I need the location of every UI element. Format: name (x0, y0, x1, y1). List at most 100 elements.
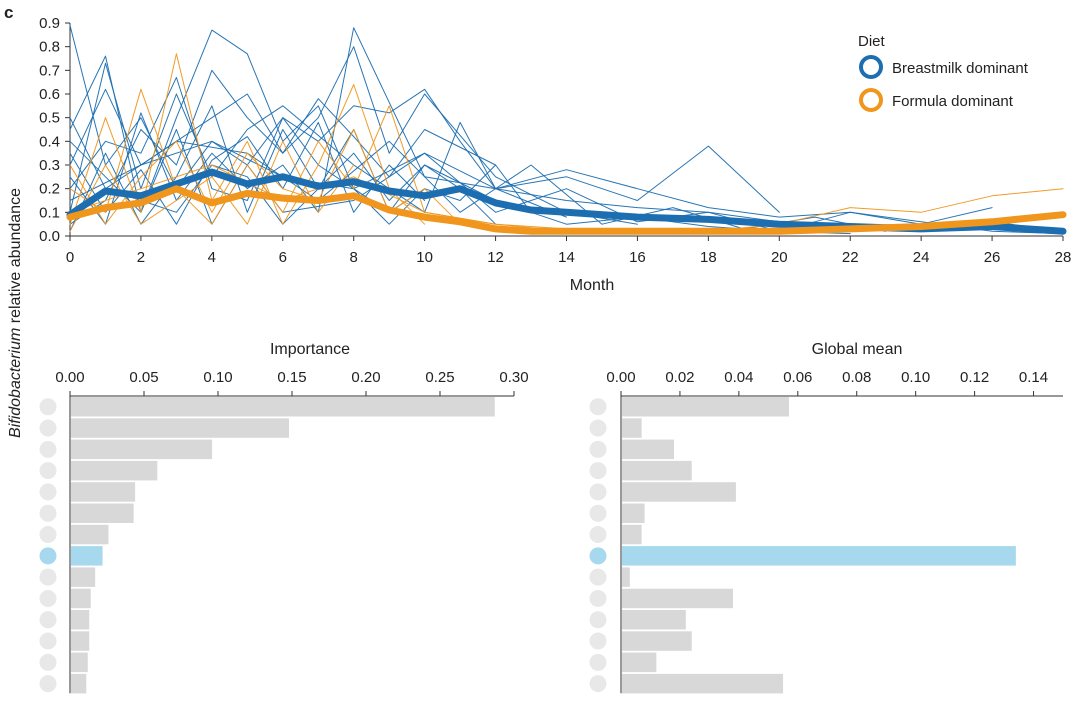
series-line-infant-b5 (69, 76, 567, 218)
global-mean-row-dot (589, 632, 607, 650)
importance-bar (71, 652, 88, 673)
global-mean-row-dot (589, 440, 607, 458)
global-mean-x-tick-label: 0.12 (960, 369, 989, 386)
y-tick-label: 0.1 (39, 204, 60, 221)
global-mean-row-dot (589, 504, 607, 522)
global-mean-bar (622, 567, 630, 587)
importance-chart: Importance 0.00 0.05 0.10 0.15 0.20 0.25 0.30 (39, 341, 529, 694)
global-mean-bar (622, 460, 692, 481)
x-tick-label: 6 (279, 249, 287, 266)
global-mean-x-tick-label: 0.00 (606, 369, 635, 386)
global-mean-row-dot (589, 568, 607, 586)
global-mean-title: Global mean (812, 341, 903, 358)
global-mean-row-dot (589, 653, 607, 671)
global-mean-x-tick-label: 0.08 (842, 369, 871, 386)
series-line-infant-b10 (69, 121, 426, 225)
mean-series (66, 168, 1067, 235)
importance-row-dot (39, 611, 57, 629)
importance-row-dot (39, 675, 57, 693)
series-line-formula-dominant-mean (66, 185, 1067, 235)
importance-axis: 0.00 0.05 0.10 0.15 0.20 0.25 0.30 (55, 369, 529, 694)
x-tick-label: 4 (208, 249, 216, 266)
importance-bar (71, 546, 103, 566)
importance-row-dot (39, 568, 57, 586)
global-mean-bars (622, 397, 1016, 694)
importance-bar (71, 588, 91, 609)
panel-label: c (4, 3, 13, 22)
global-mean-bar (622, 524, 642, 545)
x-tick-label: 24 (913, 249, 930, 266)
importance-bar (71, 482, 136, 502)
global-mean-bar (622, 439, 675, 460)
importance-row-dot (39, 589, 57, 607)
importance-row-dot (39, 632, 57, 650)
importance-bars (71, 397, 495, 694)
series-line-infant-f2 (69, 53, 426, 225)
global-mean-bar (622, 588, 733, 609)
global-mean-x-tick-label: 0.10 (901, 369, 930, 386)
x-tick-label: 10 (416, 249, 433, 266)
importance-bar (71, 439, 213, 460)
legend-swatch-formula (859, 88, 883, 112)
legend-label-formula: Formula dominant (892, 93, 1014, 110)
global-mean-chart: Global mean 0.00 0.02 0.04 0.06 0.08 0.10 0.12… (589, 341, 1063, 694)
x-tick-label: 28 (1055, 249, 1072, 266)
x-tick-label: 20 (771, 249, 788, 266)
importance-bar (71, 673, 87, 694)
importance-bar (71, 610, 90, 630)
x-tick-label: 0 (66, 249, 74, 266)
legend: Diet Breastmilk dominant Formula dominan… (858, 33, 1029, 112)
series-line-infant-b6 (69, 69, 497, 225)
x-tick-label: 8 (350, 249, 358, 266)
y-tick-label: 0.6 (39, 86, 60, 103)
importance-bar (71, 567, 96, 587)
y-tick-label: 0.9 (39, 15, 60, 32)
legend-title: Diet (858, 33, 886, 50)
x-tick-label: 14 (558, 249, 575, 266)
global-mean-row-dot (589, 589, 607, 607)
importance-row-dot (39, 440, 57, 458)
y-tick-label: 0.0 (39, 228, 60, 245)
global-mean-bar (622, 546, 1016, 566)
global-mean-row-dot (589, 419, 607, 437)
legend-swatch-breastmilk (859, 55, 883, 79)
global-mean-row-dots (589, 398, 607, 693)
global-mean-x-tick-label: 0.02 (665, 369, 694, 386)
legend-label-breastmilk: Breastmilk dominant (892, 60, 1029, 77)
global-mean-row-dot (589, 547, 607, 565)
importance-row-dot (39, 504, 57, 522)
series-line-infant-f5 (69, 140, 355, 232)
series-line-infant-b11 (69, 140, 1064, 235)
y-tick-label: 0.4 (39, 133, 60, 150)
x-tick-label: 2 (137, 249, 145, 266)
importance-row-dot (39, 462, 57, 480)
global-mean-row-dot (589, 462, 607, 480)
y-axis-label-rest: relative abundance (7, 188, 24, 328)
importance-bar (71, 397, 495, 417)
importance-row-dot (39, 526, 57, 544)
x-tick-label: 26 (984, 249, 1001, 266)
y-axis-label: Bifidobacterium relative abundance (7, 188, 24, 438)
importance-row-dot (39, 419, 57, 437)
importance-bar (71, 631, 90, 651)
global-mean-bar (622, 610, 686, 630)
global-mean-x-tick-label: 0.04 (724, 369, 753, 386)
global-mean-row-dot (589, 526, 607, 544)
series-line-infant-b12 (69, 117, 887, 232)
global-mean-bar (622, 482, 736, 502)
importance-x-tick-label: 0.30 (499, 369, 528, 386)
global-mean-x-tick-label: 0.14 (1019, 369, 1048, 386)
y-tick-label: 0.7 (39, 62, 60, 79)
y-tick-label: 0.2 (39, 181, 60, 198)
importance-x-tick-label: 0.00 (55, 369, 84, 386)
importance-row-dot (39, 398, 57, 416)
importance-x-tick-label: 0.15 (277, 369, 306, 386)
importance-bar (71, 460, 158, 481)
x-tick-label: 12 (487, 249, 504, 266)
importance-bar (71, 418, 290, 438)
global-mean-bar (622, 673, 784, 694)
global-mean-row-dot (589, 483, 607, 501)
importance-row-dot (39, 653, 57, 671)
importance-title: Importance (270, 341, 350, 358)
importance-bar (71, 524, 109, 545)
